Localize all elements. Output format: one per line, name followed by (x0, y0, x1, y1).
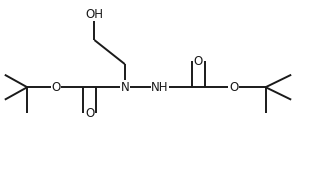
Text: NH: NH (151, 81, 169, 94)
Text: O: O (85, 106, 94, 120)
Text: O: O (194, 55, 203, 68)
Text: OH: OH (85, 8, 103, 21)
Text: O: O (52, 81, 60, 94)
Text: N: N (120, 81, 129, 94)
Text: O: O (229, 81, 238, 94)
